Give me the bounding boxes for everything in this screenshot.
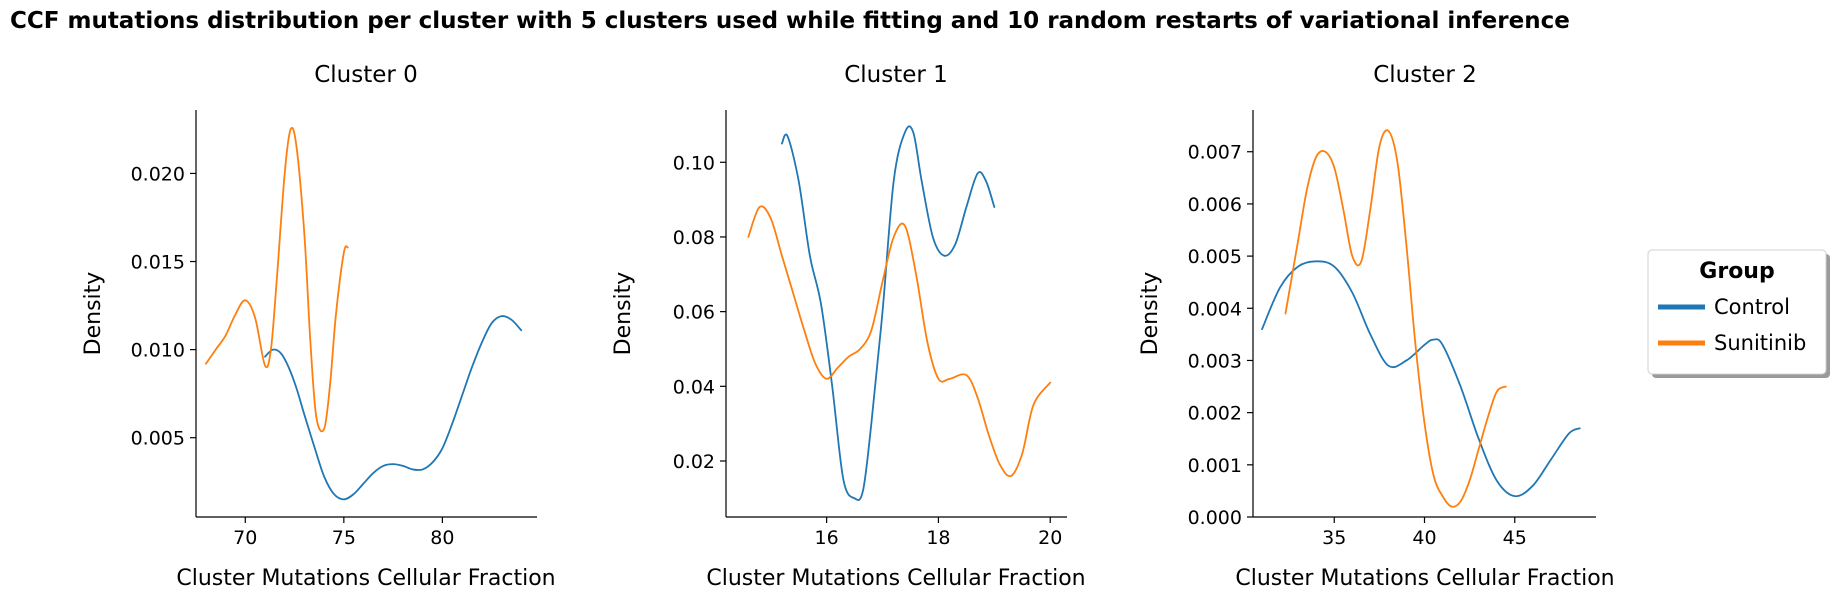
x-tick-label: 70 <box>233 527 257 549</box>
series-line-control <box>1261 260 1581 498</box>
x-tick-label: 75 <box>332 527 356 549</box>
y-tick-label: 0.005 <box>1188 246 1242 268</box>
y-tick-label: 0.003 <box>1188 350 1242 372</box>
y-axis-label: Density <box>1138 272 1163 356</box>
y-tick-label: 0.005 <box>131 428 185 450</box>
y-tick-label: 0.000 <box>1188 507 1242 529</box>
y-tick-label: 0.04 <box>673 376 715 398</box>
y-tick-label: 0.06 <box>673 302 715 324</box>
chart-title: Cluster 1 <box>844 62 948 88</box>
y-tick-label: 0.08 <box>673 227 715 249</box>
chart-title: Cluster 2 <box>1373 62 1477 88</box>
y-axis-label: Density <box>81 272 106 356</box>
series-line-sunitinib <box>1284 129 1507 508</box>
chart-panel-2: Cluster 2 35 40 45 0.000 0.001 0.002 0.003 0.004… <box>1138 62 1615 591</box>
chart-panel-1: Cluster 1 16 18 20 0.02 0.04 0.06 0.08 0.10 Clust… <box>611 62 1086 591</box>
y-tick-label: 0.007 <box>1188 142 1242 164</box>
y-tick-label: 0.015 <box>131 252 185 274</box>
y-tick-label: 0.010 <box>131 340 185 362</box>
legend-label-sunitinib: Sunitinib <box>1714 331 1806 355</box>
legend: Group Control Sunitinib <box>1647 249 1830 378</box>
y-tick-label: 0.020 <box>131 163 185 185</box>
x-axis-label: Cluster Mutations Cellular Fraction <box>1235 566 1614 591</box>
legend-label-control: Control <box>1714 295 1790 319</box>
x-axis-label: Cluster Mutations Cellular Fraction <box>706 566 1085 591</box>
chart-panels: Cluster 0 70 75 80 0.005 0.010 0.015 0.020 Clust… <box>81 62 1615 591</box>
figure-title: CCF mutations distribution per cluster w… <box>10 8 1570 34</box>
x-tick-label: 35 <box>1322 527 1346 549</box>
series-line-sunitinib <box>747 205 1052 478</box>
legend-title: Group <box>1699 259 1774 284</box>
y-tick-label: 0.001 <box>1188 455 1242 477</box>
y-tick-label: 0.004 <box>1188 298 1242 320</box>
x-tick-label: 18 <box>926 527 950 549</box>
x-tick-label: 20 <box>1038 527 1062 549</box>
chart-panel-0: Cluster 0 70 75 80 0.005 0.010 0.015 0.020 Clust… <box>81 62 556 591</box>
x-tick-label: 80 <box>430 527 454 549</box>
y-tick-label: 0.10 <box>673 152 715 174</box>
series-line-sunitinib <box>204 126 349 433</box>
x-tick-label: 45 <box>1503 527 1527 549</box>
y-tick-label: 0.02 <box>673 451 715 473</box>
chart-title: Cluster 0 <box>314 62 418 88</box>
y-tick-label: 0.006 <box>1188 194 1242 216</box>
series-line-control <box>264 315 523 501</box>
series-line-control <box>781 125 996 501</box>
y-tick-label: 0.002 <box>1188 403 1242 425</box>
y-axis-label: Density <box>611 272 636 356</box>
x-tick-label: 16 <box>815 527 839 549</box>
x-tick-label: 40 <box>1412 527 1436 549</box>
x-axis-label: Cluster Mutations Cellular Fraction <box>176 566 555 591</box>
